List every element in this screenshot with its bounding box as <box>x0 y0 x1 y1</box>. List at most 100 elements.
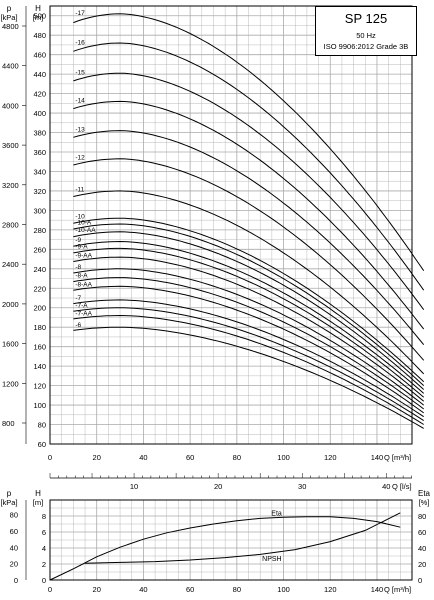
model-title: SP 125 <box>344 11 388 26</box>
head-curve <box>73 158 425 361</box>
y-axis-label-secondary: [kPa] <box>0 13 17 22</box>
y-axis-label-left: [m] <box>33 498 43 507</box>
head-curve <box>73 326 424 429</box>
x-tick-label: 60 <box>186 453 194 462</box>
y-tick-label: 240 <box>33 265 46 274</box>
head-curve <box>73 285 424 414</box>
plot-frame <box>49 499 413 581</box>
head-curve <box>73 247 425 398</box>
head-curve <box>73 42 425 291</box>
y-tick-label-kpa: 3200 <box>2 181 19 190</box>
y-tick-label: 220 <box>33 284 46 293</box>
y-tick-label-kpa: 2800 <box>2 221 19 230</box>
y-tick-label-pct: 20 <box>418 560 426 569</box>
y-tick-label: 180 <box>33 323 46 332</box>
head-curve <box>73 190 425 375</box>
y-axis-label-primary: [m] <box>33 13 43 22</box>
head-curve-label: -11 <box>75 186 84 193</box>
x-tick-label: 100 <box>277 585 290 594</box>
x-axis-label: Q [m³/h] <box>384 453 411 462</box>
plot-area <box>50 6 412 444</box>
y-tick-label: 200 <box>33 304 46 313</box>
head-curve <box>73 223 425 386</box>
head-curve <box>73 307 424 422</box>
head-curve <box>73 130 425 346</box>
standard-label: ISO 9906:2012 Grade 3B <box>323 42 409 51</box>
y-tick-label-pct: 60 <box>418 528 426 537</box>
y-tick-label: 380 <box>33 129 46 138</box>
y-tick-label-kpa: 60 <box>10 527 18 536</box>
x-tick-label: 80 <box>233 453 241 462</box>
y-tick-label-pct: 40 <box>418 544 426 553</box>
ls-tick-label: 10 <box>130 482 138 491</box>
y-tick-label: 4 <box>42 544 46 553</box>
y-tick-label: 120 <box>33 382 46 391</box>
y-tick-label: 480 <box>33 31 46 40</box>
y-axis-unit-far-left: p <box>7 489 12 498</box>
head-curve-chart: 6080100120140160180200220240260280300320… <box>0 4 425 491</box>
x-axis-label: Q [m³/h] <box>384 585 411 594</box>
y-axis-label-far-left: [kPa] <box>0 498 17 507</box>
y-tick-label: 140 <box>33 362 46 371</box>
y-tick-label: 160 <box>33 343 46 352</box>
x-tick-label: 0 <box>48 585 52 594</box>
y-tick-label-kpa: 80 <box>10 511 18 520</box>
ls-axis-label: Q [l/s] <box>392 482 412 491</box>
head-curve-label: -10-AA <box>75 227 96 234</box>
y-tick-label: 460 <box>33 51 46 60</box>
y-tick-label: 340 <box>33 167 46 176</box>
y-tick-label: 440 <box>33 70 46 79</box>
plot-frame <box>49 5 413 445</box>
npsh-curve <box>84 512 401 564</box>
head-curve-label: -9 <box>75 237 81 244</box>
x-tick-label: 80 <box>233 585 241 594</box>
head-curve <box>73 256 425 402</box>
ls-tick-label: 40 <box>382 482 390 491</box>
y-tick-label: 260 <box>33 245 46 254</box>
y-axis-unit-right: Eta <box>418 489 431 498</box>
y-tick-label-kpa: 1200 <box>2 379 19 388</box>
x-tick-label: 40 <box>139 585 147 594</box>
x-tick-label: 100 <box>277 453 290 462</box>
y-tick-label: 420 <box>33 90 46 99</box>
y-tick-label: 400 <box>33 109 46 118</box>
x-tick-label: 40 <box>139 453 147 462</box>
y-tick-label: 2 <box>42 560 46 569</box>
npsh-dash <box>49 562 86 581</box>
y-tick-label: 8 <box>42 512 46 521</box>
y-tick-label-kpa: 0 <box>14 576 18 585</box>
head-curve-label: -15 <box>75 69 85 76</box>
head-curve-label: -13 <box>75 126 85 133</box>
head-curve <box>73 100 425 330</box>
head-curve-label: -7 <box>75 295 81 302</box>
y-tick-label: 80 <box>38 421 46 430</box>
y-tick-label: 6 <box>42 528 46 537</box>
x-tick-label: 120 <box>324 585 337 594</box>
head-curve <box>73 299 424 418</box>
y-tick-label: 360 <box>33 148 46 157</box>
head-curve <box>73 217 425 383</box>
head-curve-label: -16 <box>75 39 85 46</box>
eta-curve-label: Eta <box>271 510 282 517</box>
y-tick-label-kpa: 4000 <box>2 101 19 110</box>
y-tick-label: 320 <box>33 187 46 196</box>
y-axis-label-right: [%] <box>419 498 430 507</box>
info-box: SP 125 50 Hz ISO 9906:2012 Grade 3B <box>315 6 417 56</box>
head-curve <box>73 268 425 406</box>
eta-curve <box>49 516 401 581</box>
head-curve-label: -10-A <box>75 219 92 226</box>
y-tick-label: 500 <box>33 12 46 21</box>
head-curve <box>73 231 425 390</box>
head-curve-label: -8 <box>75 264 81 271</box>
y-tick-label-kpa: 4400 <box>2 62 19 71</box>
x-tick-label: 120 <box>324 453 337 462</box>
x-tick-label: 20 <box>93 453 101 462</box>
head-curve-label: -10 <box>75 214 85 221</box>
x-tick-label: 140 <box>371 585 384 594</box>
head-curve-label: -9-A <box>75 244 88 251</box>
x-tick-label: 60 <box>186 585 194 594</box>
y-tick-label-kpa: 1600 <box>2 340 19 349</box>
x-tick-label: 140 <box>371 453 384 462</box>
efficiency-npsh-chart: p[kPa]H[m]Eta[%]024680204060800204060800… <box>0 489 430 594</box>
x-tick-label: 20 <box>93 585 101 594</box>
